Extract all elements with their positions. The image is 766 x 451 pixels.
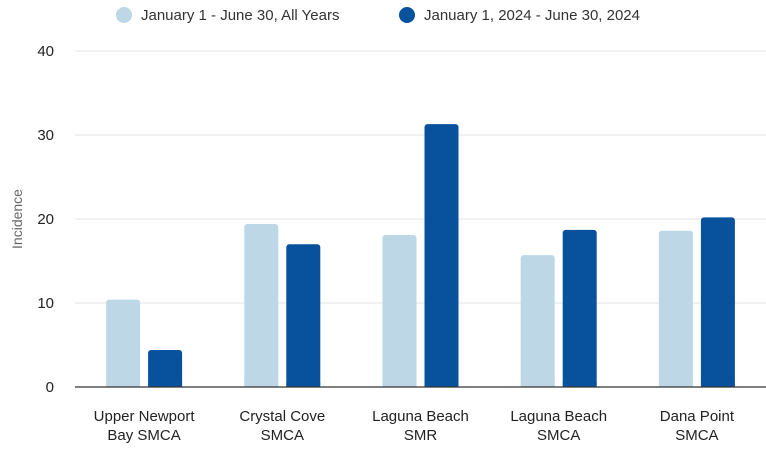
bar-all-years-1 bbox=[244, 224, 279, 387]
gridlines bbox=[75, 50, 766, 304]
x-category-label: Laguna Beach SMR bbox=[372, 408, 469, 444]
bar-base-1-3 bbox=[562, 383, 597, 387]
y-axis-ticks: 0 10 20 30 40 bbox=[37, 43, 54, 396]
y-tick-label: 30 bbox=[37, 127, 54, 144]
x-category-label: Crystal Cove SMCA bbox=[239, 408, 325, 444]
x-category-label: Laguna Beach SMCA bbox=[510, 408, 607, 444]
bar-base-1-4 bbox=[700, 383, 735, 387]
bars bbox=[106, 124, 735, 387]
legend: January 1 - June 30, All Years January 1,… bbox=[116, 7, 640, 24]
bar-base-0-1 bbox=[244, 383, 279, 387]
legend-swatch bbox=[399, 7, 415, 23]
legend-swatch bbox=[116, 7, 132, 23]
y-tick-label: 20 bbox=[37, 211, 54, 228]
bar-all-years-2 bbox=[382, 234, 417, 387]
bar-2024-1 bbox=[286, 244, 321, 387]
bar-base-0-3 bbox=[520, 383, 555, 387]
y-tick-label: 0 bbox=[46, 379, 54, 396]
bar-2024-3 bbox=[562, 229, 597, 387]
legend-label: January 1, 2024 - June 30, 2024 bbox=[424, 7, 640, 24]
bar-2024-0 bbox=[148, 350, 183, 387]
bar-base-0-0 bbox=[106, 383, 141, 387]
y-axis-title: Incidence bbox=[9, 189, 25, 249]
y-tick-label: 40 bbox=[37, 43, 54, 60]
bar-base-1-2 bbox=[424, 383, 459, 387]
bar-base-1-1 bbox=[286, 383, 321, 387]
x-axis-labels: Upper Newport Bay SMCA Crystal Cove SMCA Lag… bbox=[94, 408, 735, 444]
bar-all-years-0 bbox=[106, 299, 141, 387]
bar-2024-4 bbox=[700, 217, 735, 387]
bar-base-0-4 bbox=[658, 383, 693, 387]
x-category-label: Upper Newport Bay SMCA bbox=[94, 408, 196, 444]
bar-all-years-4 bbox=[658, 230, 693, 387]
bar-base-1-0 bbox=[148, 383, 183, 387]
x-category-label: Dana Point SMCA bbox=[660, 408, 735, 444]
bar-all-years-3 bbox=[520, 255, 555, 387]
bar-base-0-2 bbox=[382, 383, 417, 387]
y-tick-label: 10 bbox=[37, 295, 54, 312]
bar-2024-2 bbox=[424, 124, 459, 387]
legend-label: January 1 - June 30, All Years bbox=[141, 7, 339, 24]
